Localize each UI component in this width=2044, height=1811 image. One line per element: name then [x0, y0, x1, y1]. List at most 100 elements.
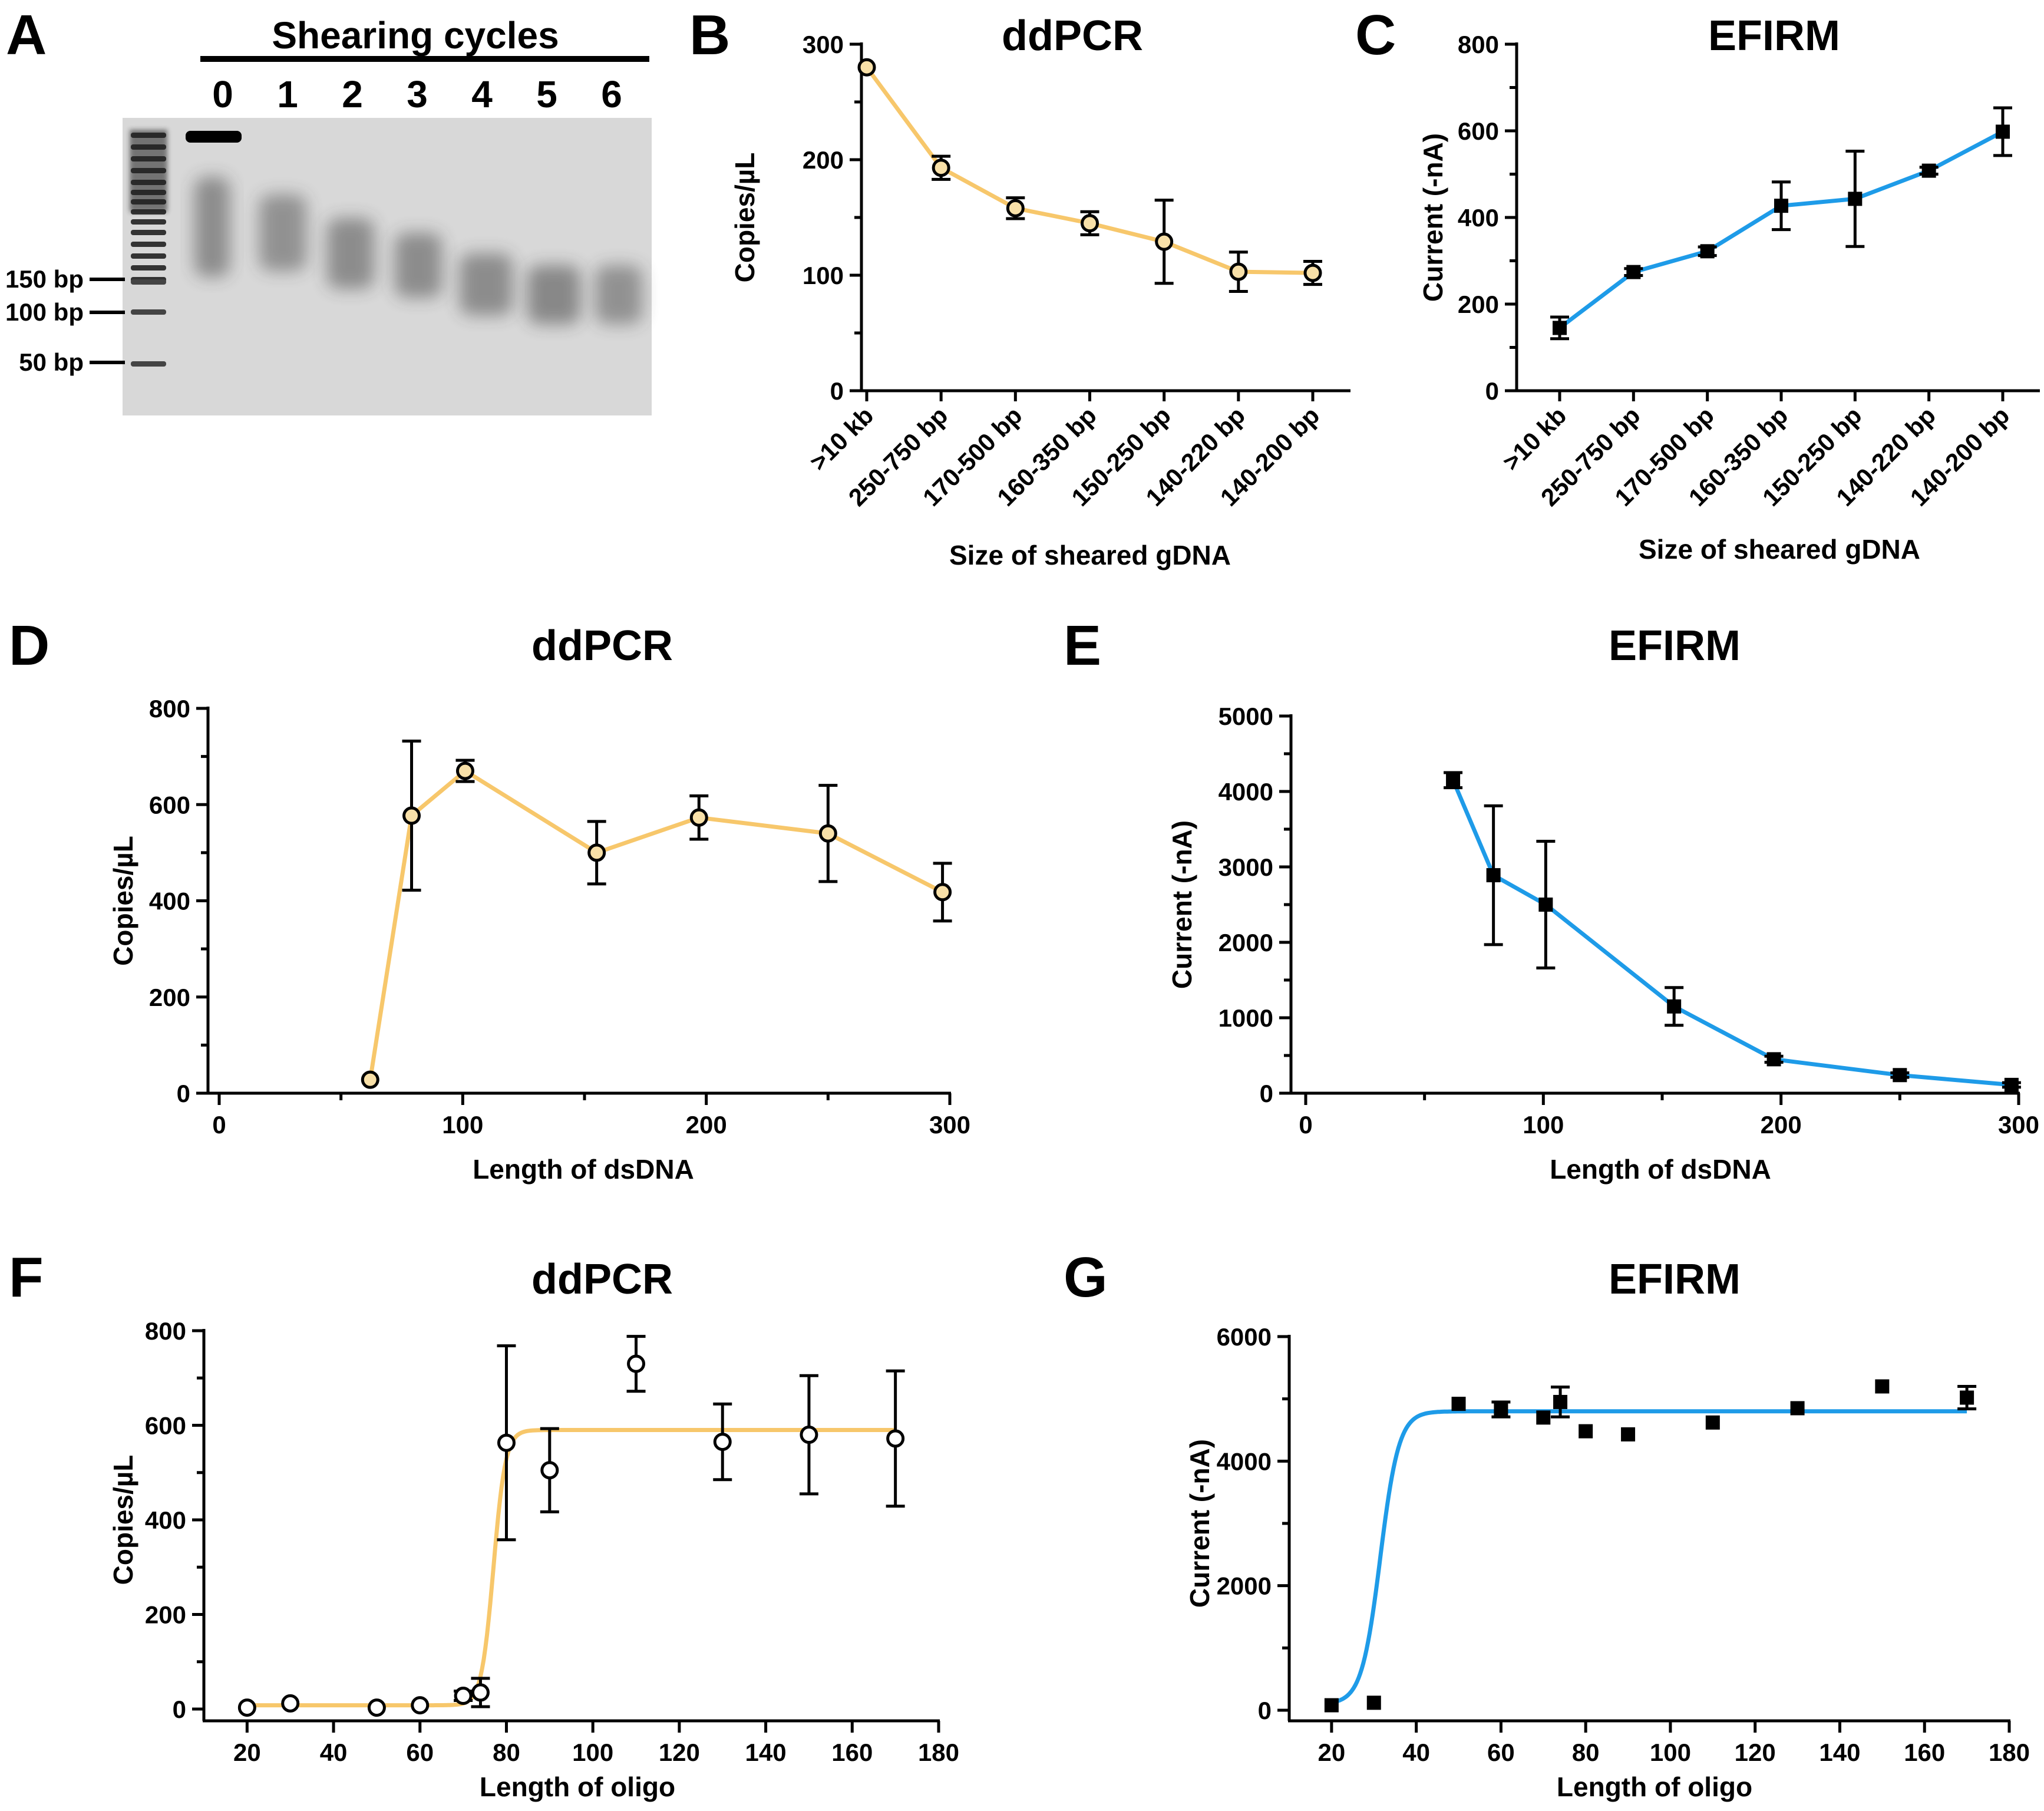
y-tick-label: 400	[1458, 204, 1499, 232]
y-tick-label: 0	[1258, 1697, 1272, 1724]
ladder-band	[131, 265, 166, 271]
data-point	[455, 761, 474, 780]
x-axis-label: Length of dsDNA	[473, 1154, 694, 1185]
data-point	[1996, 124, 2010, 139]
panel-label-e: E	[1064, 614, 1101, 677]
x-tick-label: >10 kb	[1497, 401, 1572, 476]
x-tick-label: 120	[1735, 1739, 1776, 1766]
fit-curve	[247, 1428, 896, 1708]
data-point	[361, 1070, 379, 1089]
x-axis-label: Length of oligo	[480, 1772, 675, 1802]
x-axis-label: Length of dsDNA	[1550, 1154, 1771, 1185]
data-point	[1700, 244, 1715, 259]
y-tick-label: 0	[1260, 1080, 1273, 1107]
x-tick-label: 100	[1523, 1111, 1564, 1139]
x-tick-label: 60	[1487, 1739, 1515, 1766]
x-tick-label: 80	[1572, 1739, 1600, 1766]
gel-lane-label: 5	[536, 73, 557, 116]
y-axis-label: Current (-nA)	[1418, 133, 1448, 302]
y-tick-label: 0	[173, 1695, 186, 1723]
data-point	[1848, 192, 1863, 206]
x-tick-label: 160	[831, 1739, 873, 1766]
x-tick-label: 160	[1904, 1739, 1945, 1766]
data-point	[1324, 1698, 1339, 1713]
chart-title: ddPCR	[531, 622, 673, 669]
x-tick-label: 200	[686, 1111, 727, 1139]
data-point	[1774, 199, 1788, 213]
data-point	[1921, 163, 1936, 178]
panel-label-g: G	[1064, 1246, 1108, 1309]
data-point	[932, 159, 950, 177]
data-point	[1875, 1379, 1890, 1394]
y-tick-label: 3000	[1219, 853, 1273, 881]
x-tick-label: 300	[929, 1111, 970, 1139]
ladder-band	[131, 230, 166, 235]
x-axis-label: Size of sheared gDNA	[1639, 534, 1920, 565]
data-point	[540, 1461, 559, 1480]
x-tick-label: 140	[1819, 1739, 1860, 1766]
y-tick-label: 600	[149, 791, 190, 819]
data-point	[1536, 1410, 1551, 1425]
y-tick-label: 600	[1458, 117, 1499, 145]
data-point	[411, 1696, 430, 1715]
panel-label-c: C	[1355, 4, 1396, 67]
y-tick-label: 200	[1458, 291, 1499, 318]
data-point	[587, 843, 606, 862]
data-point	[281, 1694, 300, 1713]
x-tick-label: 140	[745, 1739, 787, 1766]
gel-lane-label: 3	[407, 73, 428, 116]
data-point	[1579, 1424, 1593, 1439]
data-point	[1553, 1394, 1568, 1409]
ladder-band-50	[131, 361, 166, 367]
data-point	[367, 1698, 386, 1717]
lane-smear	[194, 177, 230, 277]
gel-lane-label: 2	[342, 73, 363, 116]
data-point	[1960, 1390, 1974, 1405]
data-point	[1446, 773, 1461, 787]
x-tick-label: 80	[493, 1739, 520, 1766]
y-tick-label: 1000	[1219, 1004, 1273, 1032]
y-tick-label: 200	[803, 146, 844, 174]
data-point	[933, 883, 952, 902]
y-tick-label: 0	[177, 1080, 190, 1107]
data-point	[1006, 199, 1025, 217]
data-point	[886, 1429, 905, 1448]
gel-lane-label: 4	[471, 73, 493, 116]
chart-title: EFIRM	[1708, 12, 1840, 60]
x-tick-label: 100	[442, 1111, 483, 1139]
ladder-smear	[130, 130, 167, 212]
x-tick-label: 180	[1989, 1739, 2030, 1766]
y-tick-label: 400	[145, 1506, 186, 1534]
data-point	[1538, 898, 1553, 912]
gel-lane-label: 0	[212, 73, 233, 116]
data-point	[1486, 868, 1501, 883]
data-point	[1081, 214, 1099, 233]
y-axis-label: Current (-nA)	[1167, 820, 1197, 989]
lane-smear	[460, 253, 513, 315]
lane-smear	[395, 233, 442, 298]
panel-label-f: F	[9, 1246, 44, 1309]
y-tick-label: 4000	[1219, 778, 1273, 806]
data-point	[454, 1687, 473, 1706]
x-tick-label: 300	[1998, 1111, 2039, 1139]
chart-title: ddPCR	[1002, 12, 1143, 60]
lane-smear	[595, 265, 642, 324]
well-band	[186, 131, 242, 143]
data-point	[497, 1433, 516, 1452]
ladder-band	[131, 242, 166, 247]
x-tick-label: 20	[1318, 1739, 1346, 1766]
chart-title: EFIRM	[1609, 622, 1741, 669]
data-point	[1621, 1427, 1636, 1441]
data-point	[689, 808, 708, 827]
y-tick-label: 100	[803, 262, 844, 289]
y-tick-label: 2000	[1219, 929, 1273, 956]
data-point	[2004, 1077, 2019, 1092]
data-point	[1366, 1695, 1381, 1710]
data-point	[1155, 232, 1174, 251]
ladder-band-150	[131, 279, 166, 285]
y-axis-label: Copies/µL	[108, 836, 138, 966]
data-point	[1893, 1068, 1907, 1083]
chart-title: EFIRM	[1609, 1256, 1741, 1303]
